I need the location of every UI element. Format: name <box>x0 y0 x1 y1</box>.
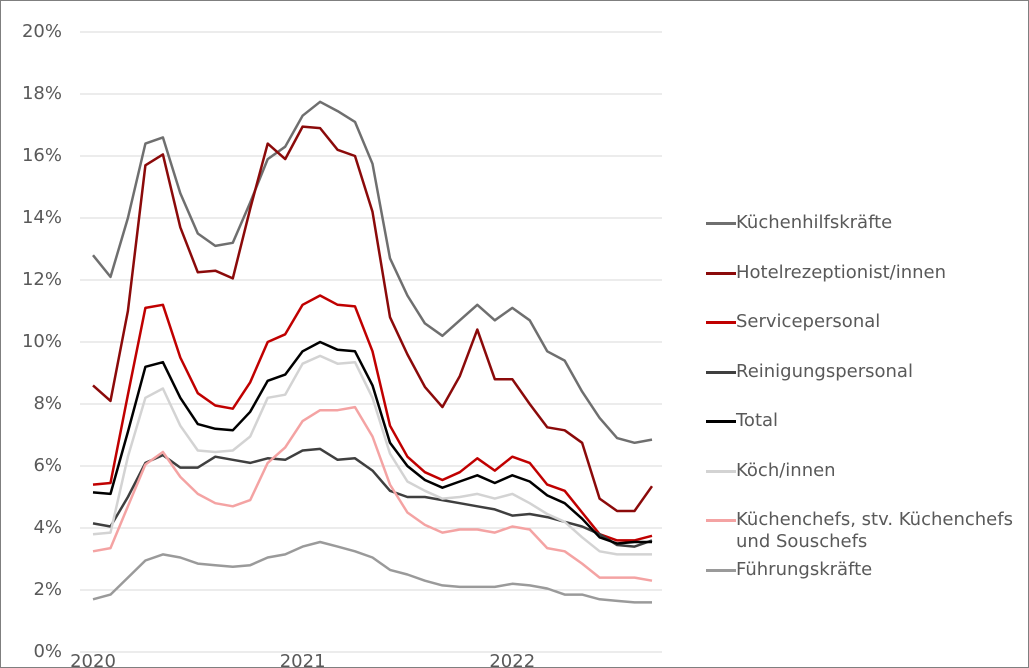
legend-swatch <box>706 519 736 522</box>
x-tick-label: 2020 <box>70 651 116 668</box>
series-line <box>92 294 653 542</box>
series-line <box>92 125 654 513</box>
legend-item: Hotelrezeptionist/innen <box>706 262 1026 312</box>
y-tick-label: 10% <box>22 331 62 352</box>
legend-swatch <box>706 222 736 225</box>
legend-item: Küchenchefs, stv. Küchenchefs und Sousch… <box>706 509 1026 559</box>
legend-label: Küchenchefs, stv. Küchenchefs und Sousch… <box>736 509 1013 552</box>
y-tick-label: 20% <box>22 21 62 42</box>
y-tick-label: 14% <box>22 207 62 228</box>
series-line <box>92 354 652 556</box>
y-tick-label: 6% <box>33 455 62 476</box>
legend-swatch <box>706 469 736 473</box>
legend-item: Servicepersonal <box>706 311 1026 361</box>
legend-swatch <box>706 271 736 275</box>
legend-item: Total <box>706 410 1026 460</box>
series-line <box>92 405 653 582</box>
y-tick-label: 18% <box>22 83 62 104</box>
legend-label: Küchenhilfskräfte <box>736 212 893 233</box>
legend-label: Reinigungspersonal <box>736 360 913 382</box>
legend-swatch <box>706 568 736 572</box>
legend-item: Küchenhilfskräfte <box>706 212 1026 262</box>
y-tick-label: 8% <box>33 393 62 414</box>
y-tick-label: 4% <box>33 517 62 538</box>
legend-label: Servicepersonal <box>736 311 881 332</box>
legend-label: Total <box>736 410 779 431</box>
legend-item: Reinigungspersonal <box>706 361 1026 411</box>
legend-label: Führungskräfte <box>736 558 873 580</box>
y-tick-label: 16% <box>22 145 62 166</box>
y-tick-label: 0% <box>33 641 62 662</box>
series-line <box>92 540 652 604</box>
legend-item: Führungskräfte <box>706 559 1026 609</box>
series-line <box>92 447 653 548</box>
legend-label: Köch/innen <box>736 459 836 481</box>
x-tick-label: 2022 <box>489 651 535 668</box>
legend-item: Köch/innen <box>706 460 1026 510</box>
legend-swatch <box>706 420 736 423</box>
legend-swatch <box>706 321 736 324</box>
series-line <box>92 100 653 445</box>
y-tick-label: 2% <box>33 579 62 600</box>
y-tick-label: 12% <box>22 269 62 290</box>
legend-swatch <box>706 370 736 374</box>
x-tick-label: 2021 <box>280 651 326 668</box>
legend: Küchenhilfskräfte Hotelrezeptionist/innen… <box>706 212 1026 608</box>
series-line <box>92 340 652 545</box>
legend-label: Hotelrezeptionist/innen <box>736 261 946 283</box>
